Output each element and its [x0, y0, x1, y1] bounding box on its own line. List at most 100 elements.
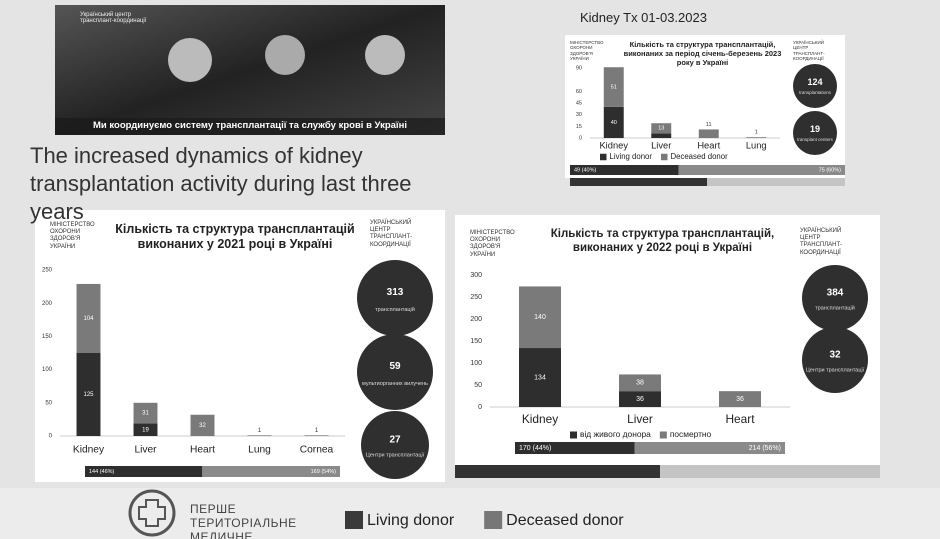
y-tick-label: 0 — [579, 135, 582, 141]
y-tick-label: 100 — [470, 360, 482, 367]
split-bar — [515, 442, 635, 454]
stat-label: трансплантацій — [375, 306, 415, 313]
center-logo: УКРАЇНСЬКИЙ ЦЕНТР ТРАНСПЛАНТ-КООРДИНАЦІЇ — [800, 228, 843, 256]
bar-segment — [304, 435, 329, 436]
y-tick-label: 250 — [470, 294, 482, 301]
bar-value-label: 19 — [142, 427, 149, 433]
y-tick-label: 0 — [478, 404, 482, 411]
legend-label: Living donor — [610, 152, 653, 161]
bar-value-label: 1 — [755, 130, 758, 136]
stat-label: Центри трансплантації — [366, 453, 425, 459]
center-logo: УКРАЇНСЬКИЙ ЦЕНТР ТРАНСПЛАНТ-КООРДИНАЦІЇ — [370, 220, 413, 248]
legend-label: від живого донора — [580, 429, 651, 439]
stat-value: 19 — [810, 124, 820, 134]
y-tick-label: 90 — [576, 65, 582, 71]
legend-swatch — [570, 431, 577, 439]
photo-figure — [265, 35, 305, 75]
bar-value-label: 11 — [706, 122, 712, 128]
caption-band — [55, 118, 445, 135]
bar-value-label: 32 — [199, 423, 206, 429]
y-tick-label: 0 — [49, 434, 53, 440]
bar-segment — [603, 106, 624, 138]
bar-segment — [619, 374, 661, 392]
x-tick-label: Liver — [651, 140, 671, 150]
y-tick-label: 15 — [576, 124, 582, 130]
stat-value: 384 — [827, 288, 844, 299]
x-tick-label: Kidney — [522, 412, 558, 426]
footer-legend-label: Deceased donor — [506, 512, 624, 529]
stat-label: transplant centers — [797, 137, 834, 142]
photo-figure — [365, 35, 405, 75]
bar-segment — [651, 123, 672, 134]
split-label: 144 (46%) — [89, 469, 115, 475]
deco-bar — [570, 178, 845, 186]
legend-label: Deceased donor — [670, 152, 728, 161]
stat-label: трансплантацій — [815, 304, 855, 311]
x-tick-label: Liver — [627, 412, 653, 426]
chart-title: Кількість та структура трансплантацій ви… — [115, 222, 355, 251]
y-tick-label: 60 — [576, 89, 582, 95]
bar-value-label: 31 — [142, 411, 149, 417]
chart-label: Kidney Tx 01-03.2023 — [580, 10, 707, 25]
bar-segment — [133, 402, 158, 424]
heading: The increased dynamics of kidney transpl… — [30, 143, 412, 224]
stat-label: transplantations — [799, 90, 832, 95]
site-name: Український центр трансплант-координації — [80, 12, 147, 24]
bar-segment — [247, 435, 272, 436]
bar-segment — [603, 67, 624, 107]
split-bar — [85, 466, 203, 477]
split-bar — [634, 442, 785, 454]
bar-segment — [76, 353, 101, 436]
bar-segment — [619, 391, 661, 407]
split-label: 170 (44%) — [519, 445, 551, 452]
split-bar — [202, 466, 340, 477]
ministry-logo: МІНІСТЕРСТВО ОХОРОНИ ЗДОРОВ'Я УКРАЇНИ — [570, 40, 604, 62]
x-tick-label: Lung — [746, 140, 767, 150]
chart-title: Кількість та структура трансплантацій, в… — [550, 228, 775, 254]
photo-caption: Ми координуємо систему трансплантації та… — [93, 120, 407, 131]
bar-segment — [651, 133, 672, 138]
bar-value-label: 140 — [534, 314, 546, 321]
split-label: 214 (56%) — [749, 445, 781, 452]
bar-value-label: 104 — [83, 316, 94, 322]
y-tick-label: 30 — [576, 112, 582, 118]
bar-segment — [698, 129, 719, 138]
x-tick-label: Lung — [248, 445, 271, 456]
bar-segment — [746, 137, 767, 138]
stat-circle — [361, 411, 429, 479]
x-tick-label: Cornea — [300, 445, 334, 456]
stat-circle — [802, 265, 868, 331]
bar-segment — [519, 286, 561, 349]
y-tick-label: 300 — [470, 272, 482, 279]
stat-circle — [357, 334, 433, 410]
split-bar — [570, 165, 679, 175]
chart-title: Кількість та структура трансплантацій, в… — [623, 40, 782, 67]
ministry-logo: МІНІСТЕРСТВО ОХОРОНИ ЗДОРОВ'Я УКРАЇНИ — [470, 230, 515, 258]
stat-label: Центри трансплантації — [806, 367, 865, 373]
legend-swatch — [600, 153, 607, 161]
split-label: 75 (60%) — [819, 167, 841, 173]
split-label: 169 (54%) — [311, 469, 337, 475]
y-tick-label: 50 — [474, 382, 482, 389]
x-tick-label: Heart — [725, 412, 755, 426]
stat-circle — [793, 111, 837, 155]
stat-value: 27 — [389, 435, 401, 446]
stat-label: мультиорганних вилучень — [362, 381, 428, 387]
y-tick-label: 150 — [470, 338, 482, 345]
stat-circle — [793, 64, 837, 108]
bar-value-label: 40 — [611, 120, 617, 126]
y-tick-label: 200 — [470, 316, 482, 323]
footer-legend-swatch — [345, 511, 363, 529]
y-tick-label: 50 — [45, 400, 52, 406]
org-logo — [128, 489, 176, 537]
x-tick-label: Heart — [190, 445, 215, 456]
stat-circle — [802, 327, 868, 393]
stat-circle — [357, 260, 433, 336]
bar-value-label: 51 — [611, 85, 617, 91]
y-tick-label: 200 — [42, 301, 53, 307]
split-bar — [678, 165, 845, 175]
split-label: 49 (40%) — [574, 167, 596, 173]
bar-segment — [190, 414, 215, 436]
ministry-logo: МІНІСТЕРСТВО ОХОРОНИ ЗДОРОВ'Я УКРАЇНИ — [50, 222, 95, 250]
